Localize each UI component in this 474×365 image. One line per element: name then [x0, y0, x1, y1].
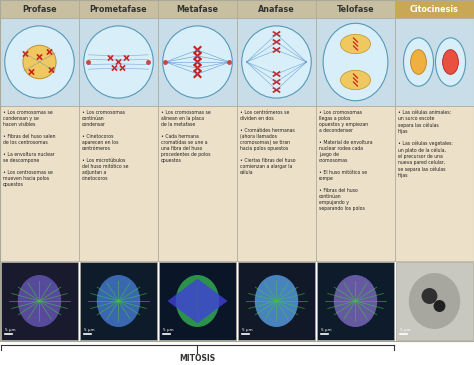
Ellipse shape	[409, 273, 460, 329]
Text: MITOSIS: MITOSIS	[180, 354, 216, 363]
Text: • Los cromosomas se
alinean en la placa
de la metafase

• Cada hermana
cromatída: • Los cromosomas se alinean en la placa …	[161, 110, 211, 163]
Text: 5 μm: 5 μm	[84, 328, 95, 332]
Bar	[79, 106, 158, 261]
Bar	[158, 0, 237, 18]
Bar	[237, 106, 316, 261]
Ellipse shape	[176, 275, 219, 327]
Text: Profase: Profase	[22, 4, 57, 14]
Ellipse shape	[255, 275, 298, 327]
Ellipse shape	[5, 26, 74, 98]
Text: • Los cromosomas
llegas a polos
opuestos y empiezan
a decondenser

• Material de: • Los cromosomas llegas a polos opuestos…	[319, 110, 373, 211]
Ellipse shape	[323, 23, 388, 101]
Ellipse shape	[443, 50, 458, 74]
Text: 5 μm: 5 μm	[321, 328, 332, 332]
Ellipse shape	[421, 288, 438, 304]
Bar	[158, 18, 237, 106]
Polygon shape	[198, 278, 228, 323]
Bar	[79, 18, 158, 106]
Bar	[79, 0, 158, 18]
Text: • Los cromosomas se
condensan y se
hacen visibles

• Fibras del huso salen
de lo: • Los cromosomas se condensan y se hacen…	[3, 110, 55, 187]
Text: 5 μm: 5 μm	[242, 328, 253, 332]
Ellipse shape	[340, 34, 371, 54]
Bar	[396, 262, 473, 340]
Bar	[316, 106, 395, 261]
Bar	[0, 106, 79, 261]
Bar	[395, 0, 474, 18]
Bar	[316, 18, 395, 106]
Ellipse shape	[23, 45, 56, 79]
Ellipse shape	[410, 50, 427, 74]
Ellipse shape	[242, 26, 311, 98]
Text: Metafase: Metafase	[176, 4, 219, 14]
Ellipse shape	[434, 300, 446, 312]
Text: Prometafase: Prometafase	[90, 4, 147, 14]
Bar	[158, 106, 237, 261]
Text: • Los centrómeros se
dividen en dos

• Cromátides hermanas
(ahora llamados
cromo: • Los centrómeros se dividen en dos • Cr…	[240, 110, 296, 175]
Text: 5 μm: 5 μm	[400, 328, 410, 332]
Text: Citocinesis: Citocinesis	[410, 4, 459, 14]
Bar	[1, 262, 78, 340]
Bar	[237, 18, 316, 106]
Text: 5 μm: 5 μm	[163, 328, 173, 332]
Ellipse shape	[18, 275, 61, 327]
Text: Anafase: Anafase	[258, 4, 295, 14]
Ellipse shape	[403, 38, 434, 86]
Ellipse shape	[163, 26, 232, 98]
Bar	[238, 262, 315, 340]
Bar	[0, 18, 79, 106]
Text: 5 μm: 5 μm	[5, 328, 16, 332]
Polygon shape	[167, 278, 198, 323]
Bar	[317, 262, 394, 340]
Text: Telofase: Telofase	[337, 4, 374, 14]
Ellipse shape	[334, 275, 377, 327]
Bar	[159, 262, 236, 340]
Bar	[395, 18, 474, 106]
Ellipse shape	[340, 70, 371, 90]
Bar	[395, 106, 474, 261]
Bar	[0, 0, 79, 18]
Ellipse shape	[97, 275, 140, 327]
Text: • Los cromosomas
continúan
condensar

• Cinetocoros
aparecen en los
centrómeros
: • Los cromosomas continúan condensar • C…	[82, 110, 128, 181]
Ellipse shape	[436, 38, 465, 86]
Text: • Las células animales:
un surco escote
separa las células
hijas

• Las células : • Las células animales: un surco escote …	[398, 110, 453, 177]
Ellipse shape	[84, 26, 153, 98]
Bar	[316, 0, 395, 18]
Bar	[80, 262, 157, 340]
Bar	[237, 0, 316, 18]
